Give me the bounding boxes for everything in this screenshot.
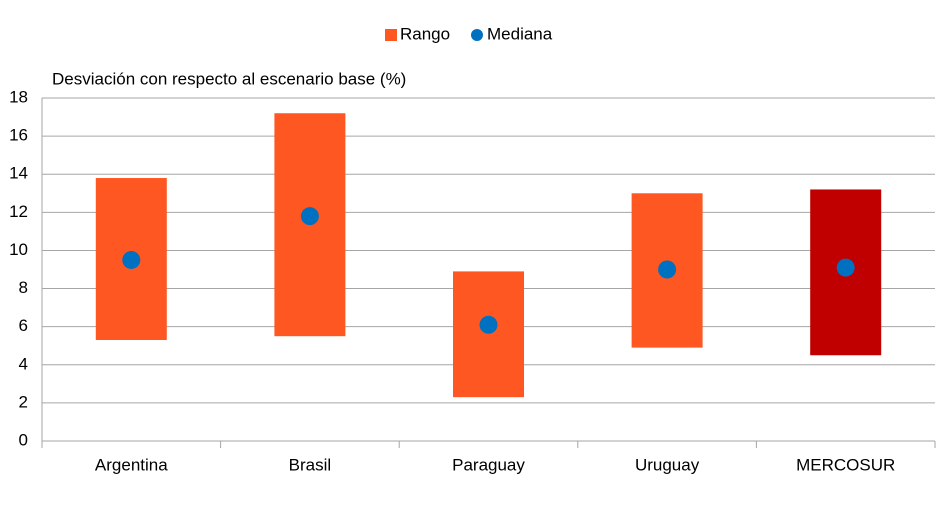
y-tick-label: 2 bbox=[19, 392, 28, 411]
legend-swatch bbox=[385, 29, 397, 41]
median-dot bbox=[836, 258, 855, 277]
y-tick-label: 16 bbox=[9, 126, 28, 145]
median-dot bbox=[658, 260, 677, 279]
x-tick-label: Brasil bbox=[289, 455, 332, 474]
y-tick-label: 12 bbox=[9, 202, 28, 221]
legend-label: Mediana bbox=[487, 24, 553, 43]
range-bar bbox=[453, 271, 524, 398]
median-dot bbox=[300, 207, 319, 226]
x-tick-label: Paraguay bbox=[452, 455, 525, 474]
x-tick-label: MERCOSUR bbox=[796, 455, 895, 474]
y-tick-label: 14 bbox=[9, 164, 28, 183]
median-dot bbox=[479, 315, 498, 334]
y-tick-label: 10 bbox=[9, 240, 28, 259]
y-tick-label: 6 bbox=[19, 316, 28, 335]
median-dot bbox=[122, 250, 141, 269]
x-tick-label: Uruguay bbox=[635, 455, 700, 474]
y-tick-label: 8 bbox=[19, 278, 28, 297]
y-tick-label: 4 bbox=[19, 354, 28, 373]
y-tick-label: 0 bbox=[19, 430, 28, 449]
legend-swatch bbox=[471, 29, 483, 41]
x-tick-label: Argentina bbox=[95, 455, 168, 474]
y-tick-label: 18 bbox=[9, 87, 28, 106]
y-axis-label: Desviación con respecto al escenario bas… bbox=[52, 69, 406, 88]
legend-label: Rango bbox=[400, 24, 450, 43]
